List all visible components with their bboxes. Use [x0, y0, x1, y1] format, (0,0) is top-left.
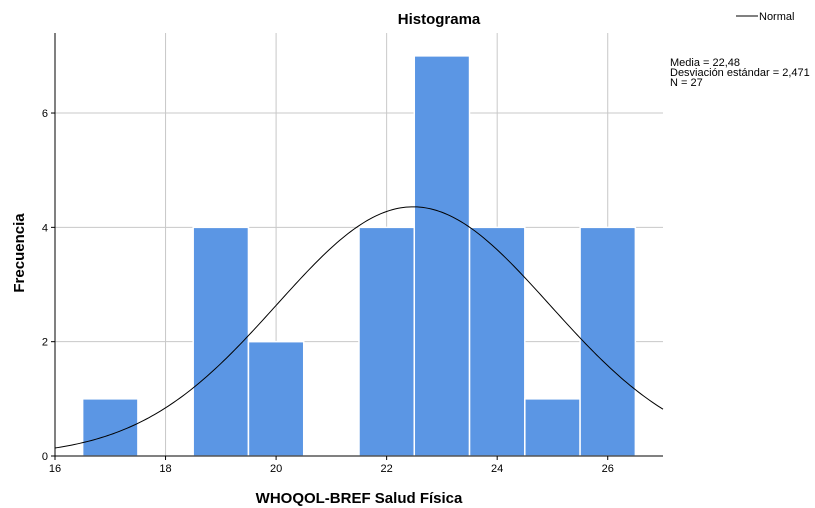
y-tick-label-0: 0	[42, 451, 48, 463]
x-tick-label-18: 18	[159, 463, 171, 475]
x-tick-label-26: 26	[602, 463, 614, 475]
y-tick-label-2: 2	[42, 337, 48, 349]
normal-curve	[54, 206, 664, 449]
axes	[54, 33, 663, 457]
histogram-bar-4	[413, 55, 471, 457]
statistics-box: Media = 22,48 Desviación estándar = 2,47…	[670, 57, 810, 89]
stat-mean: Media = 22,48	[670, 57, 740, 69]
stat-std-dev: Desviación estándar = 2,471	[670, 67, 810, 79]
x-tick-label-20: 20	[270, 463, 282, 475]
histogram-bar-7	[579, 226, 637, 457]
chart-title: Histograma	[398, 11, 481, 28]
histogram-bar-1	[192, 226, 250, 457]
y-tick-label-4: 4	[42, 222, 48, 234]
x-tick-label-24: 24	[491, 463, 503, 475]
y-tick-label-6: 6	[42, 108, 48, 120]
stat-n: N = 27	[670, 77, 703, 89]
histogram-bar-3	[358, 226, 416, 457]
y-axis-title: Frecuencia	[11, 213, 28, 293]
histogram-bar-2	[247, 340, 305, 457]
legend-normal-label: Normal	[759, 11, 794, 23]
legend: Normal	[736, 11, 794, 23]
histogram-bar-5	[468, 226, 526, 457]
x-tick-label-22: 22	[381, 463, 393, 475]
x-tick-label-16: 16	[49, 463, 61, 475]
histogram-bar-6	[524, 398, 581, 457]
x-axis-title: WHOQOL-BREF Salud Física	[256, 490, 463, 507]
